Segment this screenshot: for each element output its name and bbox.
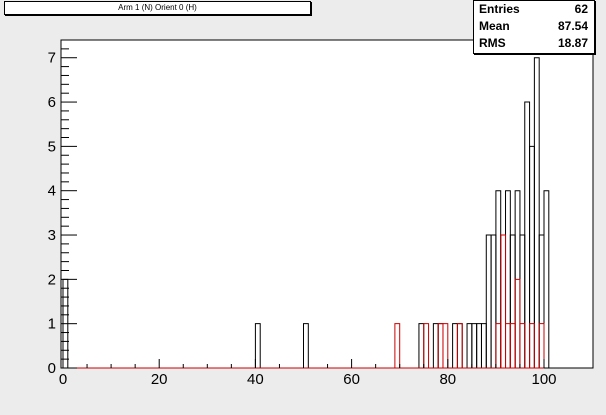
axis-layer: 0 20 40 60 80 100 0 1 2 3 4 5 6 7 [48,48,557,388]
histogram-series-0 [62,57,550,369]
histogram-title-text: Arm 1 (N) Orient 0 (H) [118,3,197,12]
y-axis-tick-label: 0 [48,360,56,377]
histogram-bin [500,234,507,368]
stats-entries-value: 62 [574,2,588,16]
stats-rms-value: 18.87 [557,36,588,50]
histogram-bin [303,323,309,368]
y-axis-tick-label: 3 [48,227,56,244]
histogram-title: Arm 1 (N) Orient 0 (H) [4,1,311,15]
histogram-bin [442,323,449,368]
stats-row-mean: Mean 87.54 [474,19,594,35]
histogram-bin [538,323,545,368]
series-layer [62,57,550,369]
y-axis-tick-label: 7 [48,50,56,67]
y-axis-tick-label: 1 [48,316,56,333]
stats-entries-label: Entries [479,2,520,16]
stats-mean-label: Mean [479,19,510,33]
y-axis-tick-label: 6 [48,94,56,111]
x-axis-tick-label: 60 [343,371,360,388]
stats-mean-value: 87.54 [557,19,588,33]
x-axis-tick-label: 0 [59,371,67,388]
histogram-bin [529,323,535,368]
histogram-bin [254,323,261,368]
histogram-bin [456,323,463,368]
x-axis-tick-label: 40 [247,371,264,388]
plot-frame [60,39,594,369]
histogram-bin [543,190,550,368]
y-axis-tick-label: 4 [48,183,56,200]
histogram-bin [533,57,540,368]
y-axis-tick-label: 5 [48,138,56,155]
stats-rms-label: RMS [479,36,506,50]
stats-row-entries: Entries 62 [474,2,594,18]
x-axis-tick-label: 80 [439,371,456,388]
stats-box: Entries 62 Mean 87.54 RMS 18.87 [473,0,595,54]
histogram-bin [423,323,430,368]
x-axis-tick-label: 20 [151,371,168,388]
stats-row-rms: RMS 18.87 [474,36,594,52]
x-axis-tick-label: 100 [531,371,556,388]
y-axis-tick-label: 2 [48,271,56,288]
histogram-bin [394,323,401,368]
histogram-bin [519,323,526,368]
